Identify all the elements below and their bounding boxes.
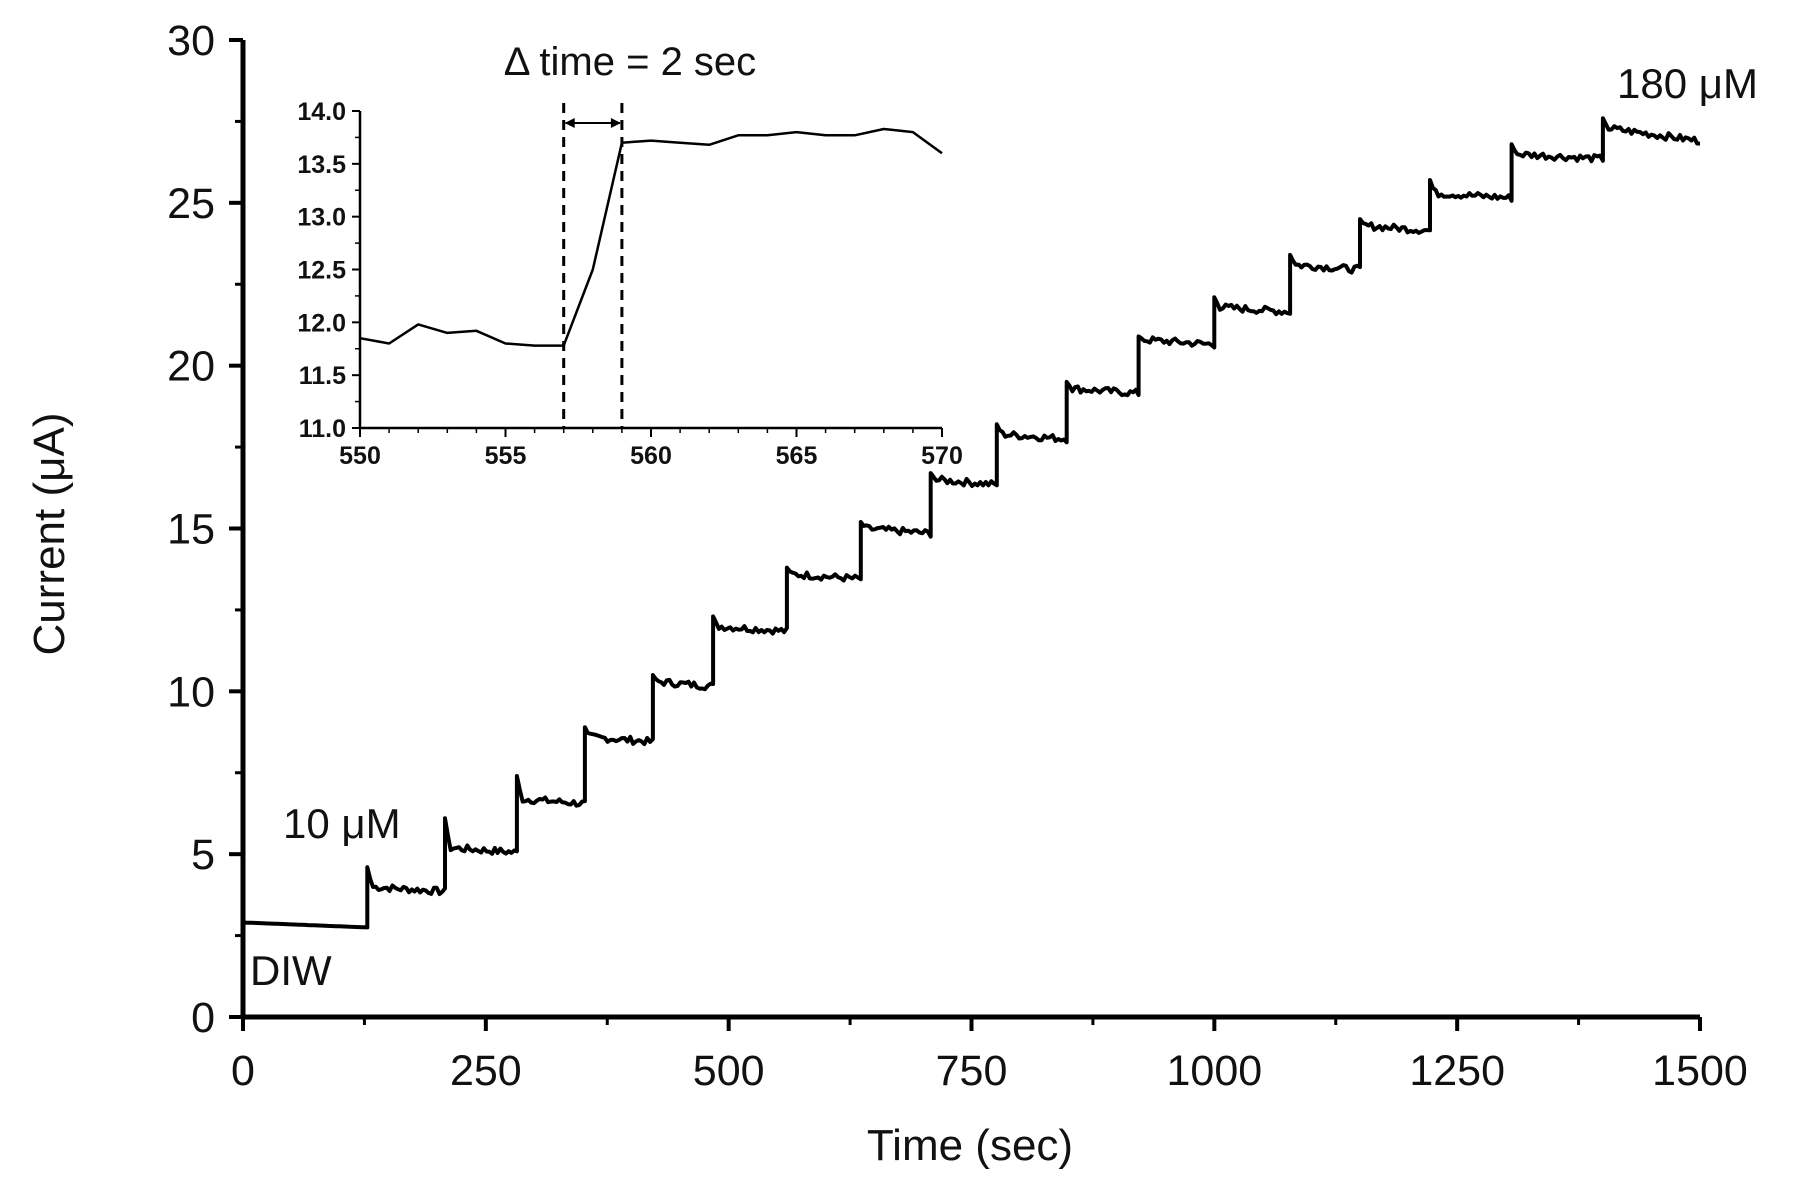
inset-xtick-label: 550 — [339, 442, 381, 470]
main-xtick-label: 500 — [693, 1047, 765, 1095]
inset-trace-line — [359, 127, 943, 347]
main-ytick-label: 20 — [167, 343, 215, 391]
main-plot: 0 5 10 15 20 25 30 0 250 500 750 1000 12… — [25, 17, 1758, 1170]
x-axis-title: Time (sec) — [867, 1121, 1073, 1170]
inset-xtick-label: 560 — [630, 442, 672, 470]
main-ytick-label: 15 — [167, 506, 215, 554]
inset-ytick-label: 13.0 — [297, 204, 346, 232]
current-trace-line — [242, 116, 1701, 930]
inset-xtick-label: 565 — [776, 442, 818, 470]
delta-time-arrowhead-right — [610, 118, 621, 128]
main-ytick-label: 30 — [167, 17, 215, 65]
main-ytick-label: 5 — [191, 831, 215, 879]
10um-annotation: 10 μM — [283, 800, 401, 847]
diw-annotation: DIW — [250, 947, 332, 994]
main-xtick-label: 0 — [231, 1047, 255, 1095]
inset-ytick-label: 11.5 — [299, 362, 346, 390]
main-xtick-label: 1500 — [1652, 1047, 1748, 1095]
delta-time-arrowhead-left — [564, 118, 575, 128]
main-ytick-label: 10 — [167, 668, 215, 716]
inset-xtick-label: 555 — [485, 442, 527, 470]
inset-ytick-label: 14.0 — [297, 98, 346, 126]
main-xtick-label: 750 — [936, 1047, 1008, 1095]
inset-ytick-label: 12.0 — [297, 309, 346, 337]
inset-ytick-label: 12.5 — [297, 257, 346, 285]
y-axis-title: Current (μA) — [25, 413, 74, 656]
180um-annotation: 180 μM — [1617, 60, 1758, 107]
main-xtick-label: 250 — [450, 1047, 522, 1095]
inset-xtick-label: 570 — [921, 442, 963, 470]
inset-x-ticks — [359, 428, 943, 437]
main-xtick-label: 1000 — [1166, 1047, 1262, 1095]
inset-ytick-label: 13.5 — [297, 151, 346, 179]
delta-time-annotation: Δ time = 2 sec — [504, 40, 756, 84]
main-ytick-label: 0 — [191, 994, 215, 1042]
main-xtick-label: 1250 — [1409, 1047, 1505, 1095]
main-ytick-label: 25 — [167, 180, 215, 228]
inset-plot: 11.0 11.5 12.0 12.5 13.0 13.5 14.0 550 5… — [297, 40, 963, 470]
inset-ytick-label: 11.0 — [299, 415, 346, 443]
